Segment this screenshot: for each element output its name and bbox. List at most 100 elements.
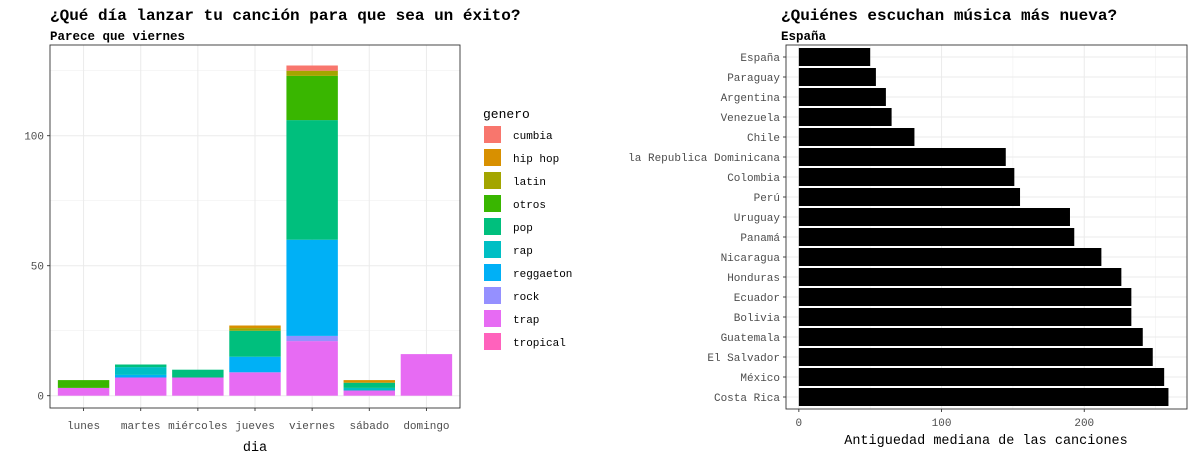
bar-peru: [798, 188, 1021, 206]
legend: genero cumbia hip hop latin otros pop rap regg…: [483, 107, 572, 350]
bar-nicaragua: [798, 248, 1102, 266]
bar-martes-trap: [115, 377, 167, 396]
x-tick-label-miercoles: miércoles: [168, 421, 227, 433]
left-bars: [57, 65, 453, 396]
legend-key-otros: [484, 195, 501, 212]
bar-domingo-trap: [400, 354, 453, 396]
y-tick-label-argentina: Argentina: [721, 93, 781, 105]
y-tick-label-peru: Perú: [754, 193, 780, 205]
legend-label-tropical: tropical: [513, 338, 566, 350]
bar-el-salvador: [798, 348, 1153, 366]
bar-la-republica-dominicana: [798, 148, 1006, 166]
right-bars: [798, 48, 1169, 406]
bar-ecuador: [798, 288, 1132, 306]
x-tick-label: 0: [796, 418, 803, 430]
y-tick-label-chile: Chile: [747, 133, 780, 145]
y-tick-label-espana: España: [740, 53, 780, 65]
x-tick-label-sabado: sábado: [349, 421, 389, 433]
bar-honduras: [798, 268, 1122, 286]
bar-guatemala: [798, 328, 1143, 346]
y-tick-label-nicaragua: Nicaragua: [721, 253, 781, 265]
bar-martes-pop: [115, 364, 167, 368]
bar-venezuela: [798, 108, 892, 126]
bar-chile: [798, 128, 915, 146]
bar-viernes-rock: [286, 335, 338, 342]
legend-label-cumbia: cumbia: [513, 131, 553, 143]
bar-viernes-pop: [286, 120, 338, 240]
bar-viernes-cumbia: [286, 65, 338, 71]
bar-bolivia: [798, 308, 1132, 326]
right-chart-subtitle: España: [781, 30, 827, 44]
bar-viernes-otros: [286, 75, 338, 121]
legend-label-hip-hop: hip hop: [513, 154, 559, 166]
legend-key-rap: [484, 241, 501, 258]
x-tick-label-domingo: domingo: [403, 421, 449, 433]
x-tick-label-lunes: lunes: [67, 421, 100, 433]
legend-key-hip-hop: [484, 149, 501, 166]
y-tick-label: 0: [37, 392, 44, 404]
x-tick-label-jueves: jueves: [235, 421, 275, 433]
bar-argentina: [798, 88, 886, 106]
right-panel-border: [785, 44, 1188, 410]
y-tick-label-costa-rica: Costa Rica: [714, 393, 780, 405]
legend-label-reggaeton: reggaeton: [513, 269, 572, 281]
bar-jueves-hip-hop: [229, 325, 281, 329]
bar-martes-rap: [115, 367, 167, 375]
legend-label-latin: latin: [513, 177, 546, 189]
y-tick-label-bolivia: Bolivia: [734, 313, 781, 325]
bar-miercoles-pop: [172, 369, 224, 378]
y-tick-label: 50: [31, 262, 44, 274]
right-y-axis: España Paraguay Argentina Venezuela Chile la …: [628, 53, 786, 405]
left-x-axis-title: dia: [243, 441, 267, 454]
bar-martes-reggaeton: [115, 374, 167, 378]
bar-jueves-pop: [229, 330, 281, 357]
bar-jueves-latin: [229, 328, 281, 331]
bar-colombia: [798, 168, 1015, 186]
bar-sabado-rap: [343, 387, 395, 391]
legend-label-otros: otros: [513, 200, 546, 212]
y-tick-label-honduras: Honduras: [727, 273, 780, 285]
y-tick-label: 100: [24, 132, 44, 144]
bar-mexico: [798, 368, 1165, 386]
legend-key-cumbia: [484, 126, 501, 143]
bar-panama: [798, 228, 1075, 246]
bar-jueves-reggaeton: [229, 356, 281, 373]
legend-label-rock: rock: [513, 292, 540, 304]
y-tick-label-la-republica-dominicana: la Republica Dominicana: [628, 153, 780, 165]
y-tick-label-guatemala: Guatemala: [721, 333, 781, 345]
bar-viernes-trap: [286, 341, 338, 396]
bar-costa-rica: [798, 388, 1169, 406]
y-tick-label-ecuador: Ecuador: [734, 293, 780, 305]
x-tick-label-martes: martes: [121, 421, 161, 433]
legend-key-reggaeton: [484, 264, 501, 281]
bar-jueves-trap: [229, 372, 281, 396]
right-x-axis-title: Antiguedad mediana de las canciones: [844, 434, 1128, 449]
left-x-axis: lunes martes miércoles jueves viernes sábado d…: [67, 408, 450, 433]
x-tick-label: 200: [1074, 418, 1094, 430]
y-tick-label-colombia: Colombia: [727, 173, 780, 185]
legend-key-latin: [484, 172, 501, 189]
legend-key-rock: [484, 287, 501, 304]
y-tick-label-venezuela: Venezuela: [721, 113, 781, 125]
legend-key-tropical: [484, 333, 501, 350]
right-chart-title: ¿Quiénes escuchan música más nueva?: [781, 7, 1117, 25]
bar-lunes-otros: [57, 380, 110, 388]
bar-sabado-hip-hop: [343, 380, 395, 383]
bar-lunes-trap: [57, 387, 110, 396]
y-tick-label-uruguay: Uruguay: [734, 213, 781, 225]
y-tick-label-panama: Panamá: [740, 233, 780, 245]
legend-label-pop: pop: [513, 223, 533, 235]
legend-label-trap: trap: [513, 315, 539, 327]
left-y-axis: 0 50 100: [24, 132, 50, 404]
bar-viernes-reggaeton: [286, 239, 338, 336]
bar-sabado-trap: [343, 390, 395, 396]
bar-uruguay: [798, 208, 1070, 226]
legend-key-pop: [484, 218, 501, 235]
bar-sabado-pop: [343, 382, 395, 388]
x-tick-label-viernes: viernes: [289, 421, 335, 433]
bar-viernes-latin: [286, 70, 338, 76]
bar-espana: [798, 48, 871, 66]
legend-label-rap: rap: [513, 246, 533, 258]
y-tick-label-el-salvador: El Salvador: [707, 353, 780, 365]
